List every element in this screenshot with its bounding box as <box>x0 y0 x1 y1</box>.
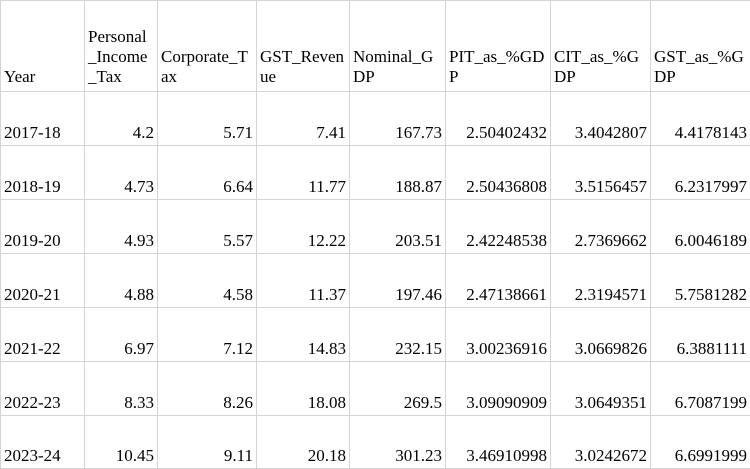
cell-year[interactable]: 2017-18 <box>1 92 85 146</box>
cell-gst-as-pct-gdp[interactable]: 6.7087199 <box>651 362 750 416</box>
header-pit-as-pct-gdp[interactable]: PIT_as_%GDP <box>446 1 551 92</box>
cell-year[interactable]: 2021-22 <box>1 308 85 362</box>
cell-personal-income-tax[interactable]: 4.73 <box>85 146 158 200</box>
cell-pit-as-pct-gdp[interactable]: 2.42248538 <box>446 200 551 254</box>
cell-gst-revenue[interactable]: 14.83 <box>257 308 350 362</box>
cell-corporate-tax[interactable]: 4.58 <box>158 254 257 308</box>
cell-personal-income-tax[interactable]: 4.2 <box>85 92 158 146</box>
header-personal-income-tax[interactable]: Personal_Income_Tax <box>85 1 158 92</box>
cell-pit-as-pct-gdp[interactable]: 2.50402432 <box>446 92 551 146</box>
table-row: 2019-20 4.93 5.57 12.22 203.51 2.4224853… <box>1 200 750 254</box>
table-row: 2020-21 4.88 4.58 11.37 197.46 2.4713866… <box>1 254 750 308</box>
table-row: 2021-22 6.97 7.12 14.83 232.15 3.0023691… <box>1 308 750 362</box>
cell-year[interactable]: 2022-23 <box>1 362 85 416</box>
cell-corporate-tax[interactable]: 7.12 <box>158 308 257 362</box>
cell-corporate-tax[interactable]: 8.26 <box>158 362 257 416</box>
cell-year[interactable]: 2018-19 <box>1 146 85 200</box>
cell-pit-as-pct-gdp[interactable]: 3.09090909 <box>446 362 551 416</box>
header-row: Year Personal_Income_Tax Corporate_Tax G… <box>1 1 750 92</box>
header-nominal-gdp[interactable]: Nominal_GDP <box>350 1 446 92</box>
cell-pit-as-pct-gdp[interactable]: 2.47138661 <box>446 254 551 308</box>
cell-year[interactable]: 2023-24 <box>1 416 85 469</box>
cell-pit-as-pct-gdp[interactable]: 3.46910998 <box>446 416 551 469</box>
cell-nominal-gdp[interactable]: 197.46 <box>350 254 446 308</box>
cell-corporate-tax[interactable]: 6.64 <box>158 146 257 200</box>
cell-nominal-gdp[interactable]: 167.73 <box>350 92 446 146</box>
cell-gst-revenue[interactable]: 20.18 <box>257 416 350 469</box>
cell-corporate-tax[interactable]: 9.11 <box>158 416 257 469</box>
header-cit-as-pct-gdp[interactable]: CIT_as_%GDP <box>551 1 651 92</box>
header-year[interactable]: Year <box>1 1 85 92</box>
header-gst-as-pct-gdp[interactable]: GST_as_%GDP <box>651 1 750 92</box>
cell-gst-revenue[interactable]: 11.37 <box>257 254 350 308</box>
cell-cit-as-pct-gdp[interactable]: 3.0649351 <box>551 362 651 416</box>
cell-pit-as-pct-gdp[interactable]: 2.50436808 <box>446 146 551 200</box>
cell-gst-revenue[interactable]: 12.22 <box>257 200 350 254</box>
table-row: 2017-18 4.2 5.71 7.41 167.73 2.50402432 … <box>1 92 750 146</box>
cell-gst-revenue[interactable]: 18.08 <box>257 362 350 416</box>
cell-gst-as-pct-gdp[interactable]: 6.0046189 <box>651 200 750 254</box>
cell-pit-as-pct-gdp[interactable]: 3.00236916 <box>446 308 551 362</box>
cell-personal-income-tax[interactable]: 10.45 <box>85 416 158 469</box>
cell-gst-as-pct-gdp[interactable]: 5.7581282 <box>651 254 750 308</box>
cell-cit-as-pct-gdp[interactable]: 3.4042807 <box>551 92 651 146</box>
cell-corporate-tax[interactable]: 5.71 <box>158 92 257 146</box>
cell-gst-as-pct-gdp[interactable]: 6.3881111 <box>651 308 750 362</box>
cell-gst-revenue[interactable]: 11.77 <box>257 146 350 200</box>
cell-personal-income-tax[interactable]: 8.33 <box>85 362 158 416</box>
cell-gst-as-pct-gdp[interactable]: 6.2317997 <box>651 146 750 200</box>
cell-personal-income-tax[interactable]: 4.88 <box>85 254 158 308</box>
cell-nominal-gdp[interactable]: 188.87 <box>350 146 446 200</box>
table-row: 2023-24 10.45 9.11 20.18 301.23 3.469109… <box>1 416 750 469</box>
cell-year[interactable]: 2019-20 <box>1 200 85 254</box>
cell-personal-income-tax[interactable]: 6.97 <box>85 308 158 362</box>
cell-gst-as-pct-gdp[interactable]: 6.6991999 <box>651 416 750 469</box>
header-gst-revenue[interactable]: GST_Revenue <box>257 1 350 92</box>
cell-cit-as-pct-gdp[interactable]: 2.7369662 <box>551 200 651 254</box>
cell-cit-as-pct-gdp[interactable]: 3.0669826 <box>551 308 651 362</box>
cell-nominal-gdp[interactable]: 301.23 <box>350 416 446 469</box>
cell-cit-as-pct-gdp[interactable]: 3.0242672 <box>551 416 651 469</box>
cell-cit-as-pct-gdp[interactable]: 2.3194571 <box>551 254 651 308</box>
table-row: 2022-23 8.33 8.26 18.08 269.5 3.09090909… <box>1 362 750 416</box>
cell-nominal-gdp[interactable]: 232.15 <box>350 308 446 362</box>
header-corporate-tax[interactable]: Corporate_Tax <box>158 1 257 92</box>
cell-nominal-gdp[interactable]: 269.5 <box>350 362 446 416</box>
spreadsheet-grid: Year Personal_Income_Tax Corporate_Tax G… <box>0 0 750 449</box>
cell-nominal-gdp[interactable]: 203.51 <box>350 200 446 254</box>
cell-year[interactable]: 2020-21 <box>1 254 85 308</box>
cell-corporate-tax[interactable]: 5.57 <box>158 200 257 254</box>
cell-personal-income-tax[interactable]: 4.93 <box>85 200 158 254</box>
cell-gst-as-pct-gdp[interactable]: 4.4178143 <box>651 92 750 146</box>
cell-gst-revenue[interactable]: 7.41 <box>257 92 350 146</box>
table-row: 2018-19 4.73 6.64 11.77 188.87 2.5043680… <box>1 146 750 200</box>
cell-cit-as-pct-gdp[interactable]: 3.5156457 <box>551 146 651 200</box>
